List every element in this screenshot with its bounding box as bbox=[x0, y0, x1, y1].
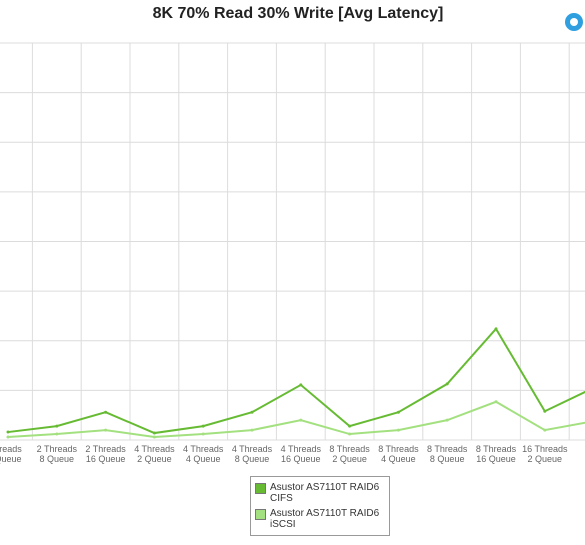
data-point bbox=[6, 435, 10, 439]
x-tick-label-line: 8 Threads bbox=[476, 444, 517, 454]
menu-icon-inner bbox=[570, 18, 578, 26]
data-point bbox=[6, 430, 10, 434]
data-point bbox=[152, 431, 156, 435]
data-point bbox=[494, 400, 498, 404]
data-point bbox=[299, 418, 303, 422]
data-point bbox=[445, 382, 449, 386]
x-tick-label-line: 16 Queue bbox=[86, 454, 126, 464]
x-tick-label: 4 Threads 4 Queue bbox=[183, 444, 224, 464]
x-tick-label: 8 Threads 16 Queue bbox=[476, 444, 517, 464]
legend-item[interactable]: Asustor AS7110T RAID6 iSCSI bbox=[251, 506, 389, 532]
x-tick-label-line: 4 Queue bbox=[381, 454, 416, 464]
chart-title: 8K 70% Read 30% Write [Avg Latency] bbox=[153, 5, 444, 22]
x-tick-label-line: 8 Threads bbox=[427, 444, 468, 454]
data-point bbox=[396, 410, 400, 414]
data-point bbox=[201, 424, 205, 428]
legend-label: Asustor AS7110T RAID6 iSCSI bbox=[270, 508, 380, 530]
x-tick-label-line: 4 Queue bbox=[186, 454, 221, 464]
legend-swatch bbox=[255, 483, 266, 494]
x-tick-label-line: 16 Threads bbox=[522, 444, 568, 454]
x-tick-label-line: 4 Threads bbox=[232, 444, 273, 454]
x-tick-label: 4 Threads 16 Queue bbox=[281, 444, 322, 464]
data-point bbox=[250, 410, 254, 414]
x-tick-label-line: 8 Threads bbox=[378, 444, 419, 454]
x-tick-label-line: 4 Threads bbox=[134, 444, 175, 454]
x-tick-label-line: 16 Queue bbox=[281, 454, 321, 464]
legend: Asustor AS7110T RAID6 CIFS Asustor AS7110… bbox=[250, 476, 390, 536]
x-tick-label: hreadsQueue bbox=[0, 444, 22, 464]
x-tick-label-line: Queue bbox=[0, 454, 22, 464]
x-tick-label-line: 8 Threads bbox=[329, 444, 370, 454]
x-tick-label-line: 2 Queue bbox=[137, 454, 172, 464]
x-tick-label-line: 2 Threads bbox=[37, 444, 78, 454]
x-tick-label-line: 4 Threads bbox=[281, 444, 322, 454]
data-point bbox=[445, 418, 449, 422]
x-tick-label-line: 8 Queue bbox=[235, 454, 270, 464]
x-tick-label: 4 Threads 8 Queue bbox=[232, 444, 273, 464]
x-tick-label-line: 8 Queue bbox=[40, 454, 75, 464]
series-line bbox=[7, 327, 585, 435]
legend-item[interactable]: Asustor AS7110T RAID6 CIFS bbox=[251, 480, 389, 506]
x-tick-label: 8 Threads 2 Queue bbox=[329, 444, 370, 464]
x-tick-label: 16 Threads 2 Queue bbox=[522, 444, 568, 464]
x-tick-label: 2 Threads 8 Queue bbox=[37, 444, 78, 464]
chart: 8K 70% Read 30% Write [Avg Latency] hrea… bbox=[0, 5, 585, 464]
data-point bbox=[250, 428, 254, 432]
data-point bbox=[348, 432, 352, 436]
data-point bbox=[299, 383, 303, 387]
data-point bbox=[55, 432, 59, 436]
x-tick-label-line: 2 Queue bbox=[332, 454, 367, 464]
data-point bbox=[152, 435, 156, 439]
legend-label: Asustor AS7110T RAID6 CIFS bbox=[270, 482, 380, 504]
x-tick-label-line: hreads bbox=[0, 444, 22, 454]
data-point bbox=[543, 428, 547, 432]
data-point bbox=[55, 424, 59, 428]
data-point bbox=[494, 327, 498, 331]
x-tick-label: 8 Threads 4 Queue bbox=[378, 444, 419, 464]
x-tick-label: 8 Threads 8 Queue bbox=[427, 444, 468, 464]
x-tick-label-line: 16 Queue bbox=[476, 454, 516, 464]
data-point bbox=[201, 432, 205, 436]
x-tick-label: 2 Threads 16 Queue bbox=[85, 444, 126, 464]
data-point bbox=[348, 424, 352, 428]
data-point bbox=[396, 428, 400, 432]
series-line bbox=[7, 400, 585, 439]
x-tick-label: 4 Threads 2 Queue bbox=[134, 444, 175, 464]
legend-swatch bbox=[255, 509, 266, 520]
x-tick-label-line: 4 Threads bbox=[183, 444, 224, 454]
x-tick-label-line: 2 Queue bbox=[528, 454, 563, 464]
data-point bbox=[104, 428, 108, 432]
data-point bbox=[543, 409, 547, 413]
x-tick-label-line: 2 Threads bbox=[85, 444, 126, 454]
x-tick-label-line: 8 Queue bbox=[430, 454, 465, 464]
data-point bbox=[104, 410, 108, 414]
